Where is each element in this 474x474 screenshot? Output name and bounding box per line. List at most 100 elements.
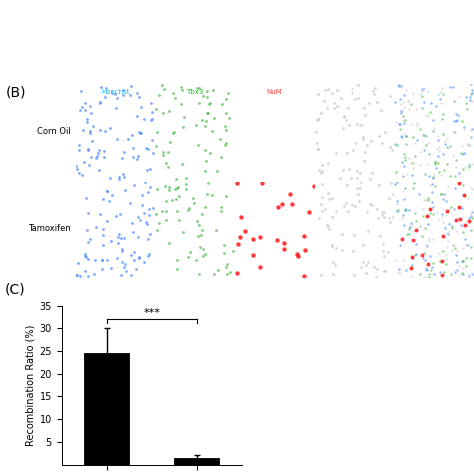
Point: [113, 254, 120, 262]
Point: [88, 137, 95, 145]
Point: [443, 244, 451, 251]
Point: [379, 247, 387, 255]
Point: [435, 249, 443, 256]
Point: [459, 228, 467, 236]
Point: [115, 173, 122, 181]
Point: [108, 264, 115, 272]
Point: [406, 223, 414, 231]
Point: [113, 136, 121, 143]
Point: [310, 182, 318, 190]
Point: [137, 129, 145, 137]
Point: [391, 256, 399, 264]
Point: [180, 228, 187, 236]
Point: [325, 195, 332, 203]
Point: [175, 217, 182, 224]
Point: [318, 208, 326, 215]
Point: [444, 144, 452, 152]
Point: [427, 108, 434, 116]
Point: [357, 264, 365, 271]
Point: [377, 106, 384, 114]
Point: [423, 266, 430, 273]
Point: [455, 203, 463, 210]
Point: [195, 99, 202, 107]
Point: [353, 174, 360, 182]
Point: [451, 128, 459, 136]
Point: [203, 93, 210, 101]
Point: [437, 96, 444, 103]
Point: [458, 117, 466, 125]
Text: Hoechst: Hoechst: [101, 89, 129, 95]
Point: [315, 167, 323, 174]
Point: [459, 181, 467, 189]
Point: [394, 81, 401, 89]
Point: [374, 214, 382, 222]
Point: [443, 207, 451, 215]
Point: [145, 188, 152, 196]
Text: Corn Oil: Corn Oil: [37, 127, 71, 136]
Point: [397, 125, 404, 133]
Point: [368, 170, 376, 177]
Point: [340, 202, 348, 210]
Point: [468, 97, 474, 104]
Point: [394, 206, 401, 213]
Point: [360, 104, 368, 112]
Point: [359, 135, 367, 143]
Point: [408, 272, 415, 279]
Point: [366, 201, 374, 208]
Point: [119, 86, 127, 94]
Point: [465, 214, 473, 222]
Point: [421, 249, 429, 256]
Point: [413, 121, 420, 129]
Point: [84, 145, 92, 153]
Point: [73, 165, 81, 173]
Point: [220, 250, 228, 257]
Point: [469, 185, 474, 192]
Point: [218, 153, 225, 161]
Point: [396, 120, 404, 128]
Point: [222, 127, 230, 134]
Point: [434, 90, 441, 98]
Point: [400, 98, 407, 106]
Point: [95, 166, 102, 173]
Point: [81, 250, 89, 258]
Point: [379, 240, 386, 248]
Point: [459, 142, 466, 150]
Point: [431, 182, 438, 190]
Point: [354, 167, 361, 175]
Point: [445, 205, 452, 212]
Point: [120, 148, 128, 156]
Point: [440, 268, 448, 275]
Point: [411, 152, 419, 160]
Point: [381, 213, 388, 220]
Point: [400, 162, 408, 170]
Point: [468, 209, 474, 216]
Point: [419, 212, 427, 220]
Point: [435, 168, 442, 175]
Point: [129, 228, 137, 236]
Point: [94, 149, 102, 156]
Point: [418, 85, 426, 93]
Point: [401, 151, 408, 158]
Point: [371, 263, 378, 271]
Point: [447, 270, 455, 277]
Point: [339, 166, 346, 174]
Point: [460, 149, 468, 157]
Point: [312, 128, 319, 136]
Point: [438, 257, 446, 265]
Point: [464, 105, 471, 112]
Point: [143, 144, 150, 152]
Point: [392, 180, 399, 188]
Point: [77, 87, 85, 95]
Point: [424, 87, 431, 95]
Point: [169, 89, 177, 97]
Bar: [174, 458, 219, 465]
Point: [397, 109, 405, 117]
Point: [224, 260, 231, 268]
Point: [153, 105, 160, 113]
Point: [202, 158, 210, 165]
Point: [409, 164, 417, 172]
Point: [459, 257, 466, 265]
Point: [467, 126, 474, 134]
Point: [459, 271, 466, 278]
Point: [442, 255, 450, 262]
